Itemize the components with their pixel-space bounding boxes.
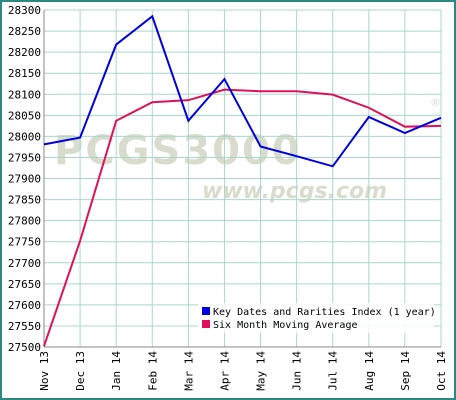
series-line-moving-average — [43, 88, 442, 347]
x-tick-label: Jun 14 — [291, 351, 304, 391]
legend-label: Key Dates and Rarities Index (1 year) — [213, 307, 436, 318]
y-tick-label: 27650 — [8, 278, 41, 291]
x-tick-label: May 14 — [255, 351, 268, 391]
x-tick-label: Nov 13 — [38, 351, 51, 391]
y-axis-tick-labels: 27500 27550 27600 27650 27700 27750 27800 27850… — [8, 4, 41, 354]
x-axis-tick-labels: Nov 13 Dec 13 Jan 14 Feb 14 Mar 14 Apr 14 May … — [38, 351, 448, 391]
y-tick-label: 28300 — [8, 4, 41, 17]
y-tick-label: 27600 — [8, 299, 41, 312]
watermark-logo: PCGS3000 — [54, 128, 302, 174]
series-lines — [43, 14, 442, 347]
legend-swatch — [202, 320, 210, 328]
y-tick-label: 27900 — [8, 173, 41, 186]
axes — [43, 10, 441, 348]
x-tick-label: Sep 14 — [399, 351, 412, 391]
pcgs-watermark: PCGS3000 ® www.pcgs.com — [54, 96, 441, 204]
y-tick-label: 28100 — [8, 88, 41, 101]
y-tick-label: 27700 — [8, 257, 41, 270]
y-tick-label: 27500 — [8, 341, 41, 354]
x-tick-label: Mar 14 — [182, 351, 195, 391]
y-tick-label: 28000 — [8, 130, 41, 143]
y-tick-label: 28050 — [8, 109, 41, 122]
y-tick-label: 28250 — [8, 25, 41, 38]
x-tick-label: Apr 14 — [218, 351, 231, 391]
y-tick-label: 27850 — [8, 194, 41, 207]
x-tick-label: Feb 14 — [146, 351, 159, 391]
y-tick-label: 27950 — [8, 151, 41, 164]
y-tick-label: 27800 — [8, 215, 41, 228]
x-tick-label: Jul 14 — [327, 351, 340, 391]
x-tick-label: Jan 14 — [110, 351, 123, 391]
legend: Key Dates and Rarities Index (1 year) Six… — [198, 303, 436, 333]
legend-background — [198, 303, 434, 333]
y-tick-label: 28150 — [8, 67, 41, 80]
watermark-site: www.pcgs.com — [202, 179, 387, 204]
legend-swatch — [202, 307, 210, 315]
grid-lines — [43, 9, 442, 348]
x-tick-label: Aug 14 — [363, 351, 376, 391]
x-tick-label: Dec 13 — [74, 351, 87, 391]
y-tick-label: 27750 — [8, 236, 41, 249]
x-tick-label: Oct 14 — [435, 351, 448, 391]
series-line-index — [43, 14, 442, 168]
watermark-registered: ® — [430, 96, 441, 109]
legend-label: Six Month Moving Average — [213, 320, 358, 331]
y-tick-label: 27550 — [8, 320, 41, 333]
y-tick-label: 28200 — [8, 46, 41, 59]
